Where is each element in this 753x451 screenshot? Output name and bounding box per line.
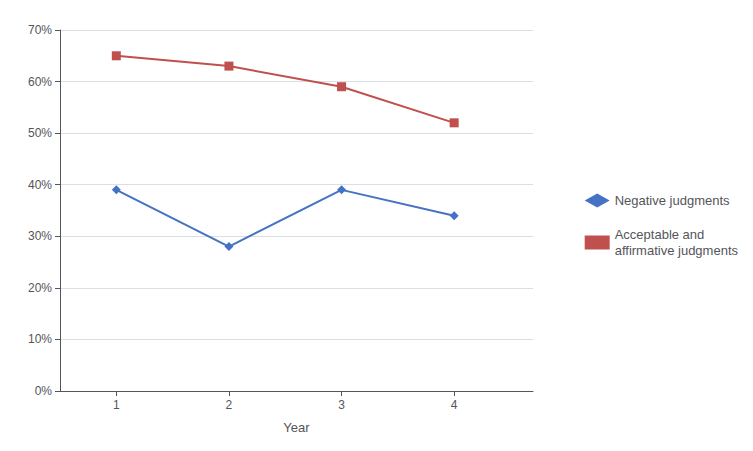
- svg-text:1: 1: [113, 398, 120, 412]
- svg-text:50%: 50%: [28, 126, 52, 140]
- svg-text:3: 3: [338, 398, 345, 412]
- svg-text:4: 4: [451, 398, 458, 412]
- svg-text:Acceptable and: Acceptable and: [615, 227, 705, 242]
- svg-text:40%: 40%: [28, 178, 52, 192]
- svg-text:affirmative judgments: affirmative judgments: [615, 243, 739, 258]
- svg-text:20%: 20%: [28, 281, 52, 295]
- svg-text:70%: 70%: [28, 23, 52, 37]
- svg-text:60%: 60%: [28, 75, 52, 89]
- svg-text:10%: 10%: [28, 332, 52, 346]
- svg-text:0%: 0%: [35, 384, 53, 398]
- svg-text:30%: 30%: [28, 229, 52, 243]
- svg-text:Negative judgments: Negative judgments: [615, 193, 730, 208]
- svg-text:Year: Year: [283, 420, 310, 435]
- svg-text:2: 2: [226, 398, 233, 412]
